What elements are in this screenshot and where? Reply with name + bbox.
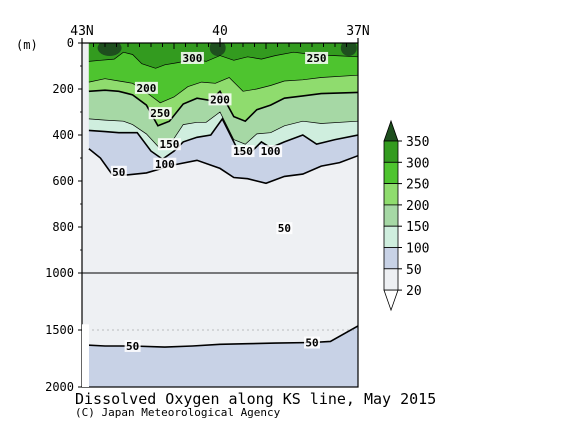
contour-label: 50 (126, 340, 139, 353)
y-tick-label: 1500 (45, 323, 74, 337)
y-tick-label: 200 (52, 82, 74, 96)
contour-label-bg (148, 107, 172, 120)
contour-label-bg (208, 93, 232, 106)
contour-label: 100 (155, 158, 175, 171)
contour-label: 250 (307, 52, 327, 65)
copyright-notice: (C) Japan Meteorological Agency (75, 406, 281, 419)
colorbar-label: 200 (406, 199, 429, 214)
colorbar-label: 50 (406, 263, 422, 278)
contour-label-bg (276, 222, 293, 235)
contour-label-bg (180, 51, 204, 64)
contour-label: 50 (305, 337, 318, 350)
oxygen-fill-layers (82, 43, 358, 387)
colorbar-swatch (383, 183, 399, 206)
contour-label-bg (304, 336, 320, 349)
colorbar-label: 250 (406, 178, 429, 193)
colorbar-legend: 350 300 250 200 150 100 50 20 (383, 119, 429, 312)
contour-label-bg (259, 145, 283, 158)
fill-deep-50-100 (82, 326, 358, 387)
colorbar-swatch (383, 140, 399, 163)
no-data-strip (82, 324, 89, 387)
contour-label-bg (231, 145, 255, 158)
x-axis: 43N 40 37N (70, 24, 370, 49)
fill-patch-350 (340, 43, 357, 56)
fill-patch-350 (209, 43, 226, 56)
contour-label-bg (124, 339, 141, 352)
contour-label-bg (153, 157, 177, 170)
colorbar-label: 150 (406, 220, 429, 235)
y-axis-unit-label: (m) (16, 38, 38, 52)
contour-label: 200 (210, 93, 230, 106)
contour-label: 50 (278, 222, 291, 235)
y-tick-label: 800 (52, 220, 74, 234)
contour-line-250 (88, 74, 358, 104)
colorbar-swatch (383, 161, 399, 185)
contour-labels: 300 250 200 200 250 150 150 100 100 50 50 50 50 (110, 51, 329, 353)
y-axis: 0 200 400 600 800 1000 1500 2000 (45, 36, 82, 394)
colorbar-swatch (383, 204, 399, 227)
x-tick-label: 37N (346, 24, 369, 39)
fill-above-300 (82, 43, 358, 69)
colorbar-label: 20 (406, 284, 422, 299)
colorbar-swatch (383, 268, 399, 291)
contour-label: 150 (233, 145, 253, 158)
colorbar-swatch (383, 289, 399, 312)
contour-label-bg (110, 165, 127, 178)
colorbar-label: 350 (406, 135, 429, 150)
contour-label: 100 (261, 145, 281, 158)
y-tick-label: 1000 (45, 266, 74, 280)
contour-line-150 (88, 111, 358, 150)
colorbar-swatch (383, 119, 399, 142)
chart-title: Dissolved Oxygen along KS line, May 2015 (75, 390, 437, 408)
contour-label: 200 (136, 82, 156, 95)
contour-label-bg (134, 81, 158, 94)
x-tick-label: 43N (70, 24, 93, 39)
y-tick-label: 400 (52, 128, 74, 142)
contour-label-bg (305, 51, 329, 64)
contour-label: 50 (112, 166, 125, 179)
y-tick-label: 2000 (45, 380, 74, 394)
contour-label: 250 (150, 107, 170, 120)
contour-label-bg (157, 138, 181, 151)
contour-label: 300 (182, 52, 202, 65)
contour-line-100 (88, 117, 358, 161)
colorbar-label: 100 (406, 242, 429, 257)
colorbar-swatch (383, 225, 399, 248)
y-tick-label: 600 (52, 174, 74, 188)
x-tick-label: 40 (212, 24, 228, 39)
colorbar-label: 300 (406, 156, 429, 171)
fill-patch-350 (97, 43, 122, 56)
contour-label: 150 (159, 138, 179, 151)
colorbar-swatch (383, 247, 399, 270)
y-tick-label: 0 (67, 36, 74, 50)
